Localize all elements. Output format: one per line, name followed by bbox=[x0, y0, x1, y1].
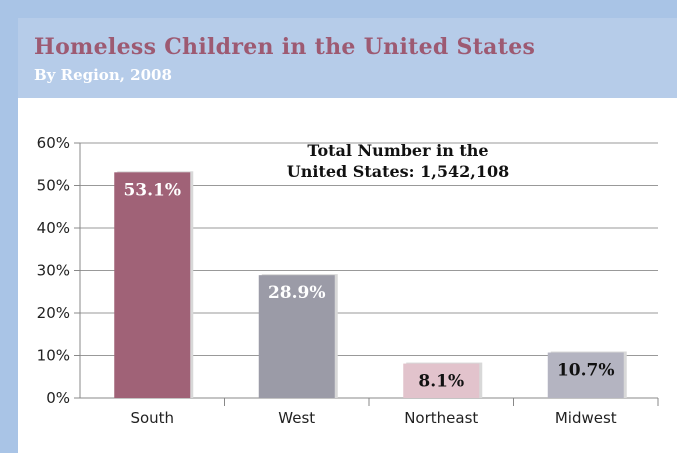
x-tick-label-northeast: Northeast bbox=[404, 409, 478, 427]
chart-header: Homeless Children in the United States B… bbox=[18, 18, 677, 98]
total-annotation-line-1: Total Number in the bbox=[307, 141, 488, 160]
bar-west bbox=[258, 275, 335, 398]
data-label-northeast: 8.1% bbox=[418, 372, 464, 392]
chart-title: Homeless Children in the United States bbox=[34, 34, 536, 60]
y-tick-label: 40% bbox=[37, 219, 70, 237]
y-tick-label: 60% bbox=[37, 134, 70, 152]
bar-chart: 0% 10% 20% 30% 40% 50% 60% 53.1% 28.9% 8.1% 10.7%… bbox=[37, 134, 659, 427]
y-tick-label: 50% bbox=[37, 177, 70, 195]
data-label-midwest: 10.7% bbox=[557, 361, 615, 381]
data-label-south: 53.1% bbox=[123, 180, 181, 200]
data-labels: 53.1% 28.9% 8.1% 10.7% bbox=[123, 180, 614, 391]
y-tick-label: 10% bbox=[37, 347, 70, 365]
y-tick-label: 0% bbox=[46, 389, 70, 407]
bar-northeast bbox=[403, 363, 480, 398]
x-tick-label-west: West bbox=[278, 409, 315, 427]
y-tick-label: 20% bbox=[37, 304, 70, 322]
chart-panel: 0% 10% 20% 30% 40% 50% 60% 53.1% 28.9% 8.1% 10.7%… bbox=[18, 98, 677, 453]
data-label-west: 28.9% bbox=[268, 283, 326, 303]
x-axis-ticks: South West Northeast Midwest bbox=[130, 398, 659, 427]
bar-south bbox=[114, 172, 191, 398]
x-tick-label-midwest: Midwest bbox=[555, 409, 617, 427]
x-tick-label-south: South bbox=[130, 409, 174, 427]
bar-midwest bbox=[547, 352, 624, 398]
chart-subtitle: By Region, 2008 bbox=[34, 66, 172, 84]
bars bbox=[114, 171, 627, 398]
y-tick-label: 30% bbox=[37, 262, 70, 280]
y-axis-ticks: 0% 10% 20% 30% 40% 50% 60% bbox=[37, 134, 81, 407]
total-annotation-line-2: United States: 1,542,108 bbox=[287, 162, 509, 181]
